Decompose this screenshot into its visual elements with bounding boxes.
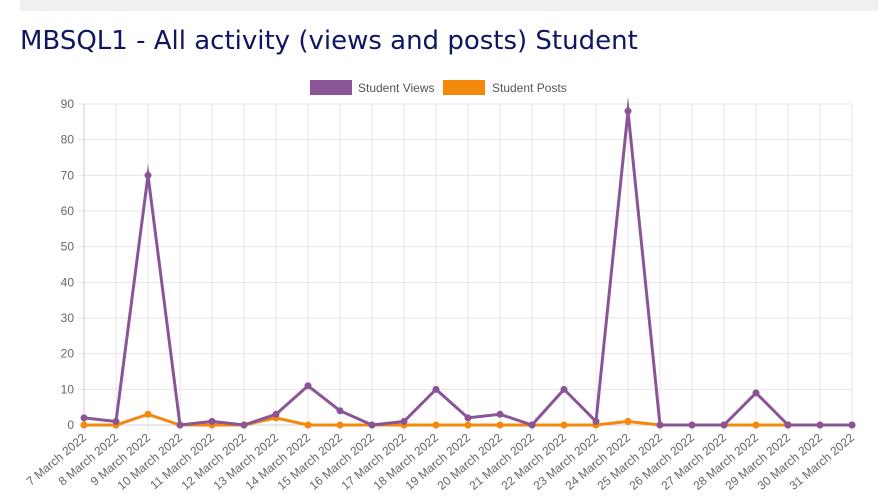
data-point	[240, 421, 248, 429]
data-point	[624, 417, 632, 425]
data-point	[80, 421, 88, 429]
data-point	[752, 421, 760, 429]
data-point	[752, 389, 760, 397]
y-tick-label: 30	[61, 311, 75, 325]
data-point	[80, 414, 88, 422]
data-point	[592, 417, 600, 425]
y-tick-label: 20	[61, 347, 75, 361]
y-tick-label: 50	[61, 240, 75, 254]
data-point	[464, 414, 472, 422]
data-point	[176, 421, 184, 429]
data-point	[272, 410, 280, 418]
y-tick-label: 10	[61, 382, 75, 396]
data-point	[112, 417, 120, 425]
y-tick-label: 70	[61, 168, 75, 182]
data-point	[560, 385, 568, 393]
data-point	[496, 421, 504, 429]
data-point	[624, 107, 632, 115]
data-point	[720, 421, 728, 429]
chart-grid	[78, 103, 853, 431]
legend-item[interactable]: Student Posts	[443, 80, 567, 95]
y-tick-label: 0	[67, 418, 74, 432]
data-point	[400, 417, 408, 425]
y-tick-label: 80	[61, 133, 75, 147]
legend-swatch	[310, 80, 352, 95]
data-point	[144, 171, 152, 179]
data-point	[528, 421, 536, 429]
y-tick-label: 90	[61, 97, 75, 111]
data-point	[784, 421, 792, 429]
data-point	[688, 421, 696, 429]
data-point	[816, 421, 824, 429]
data-point	[304, 421, 312, 429]
data-point	[336, 407, 344, 415]
data-point	[432, 385, 440, 393]
legend-item[interactable]: Student Views	[310, 80, 435, 95]
legend-label: Student Views	[358, 81, 435, 95]
chart-series	[80, 96, 856, 429]
data-point	[368, 421, 376, 429]
data-point	[144, 410, 152, 418]
data-point	[496, 410, 504, 418]
data-point	[560, 421, 568, 429]
top-bar	[20, 0, 878, 11]
data-point	[336, 421, 344, 429]
y-tick-label: 40	[61, 275, 75, 289]
data-point	[432, 421, 440, 429]
data-point	[848, 421, 856, 429]
legend-label: Student Posts	[492, 81, 567, 95]
chart-legend[interactable]: Student Views Student Posts	[310, 80, 567, 95]
y-tick-label: 60	[61, 204, 75, 218]
legend-swatch	[443, 80, 485, 95]
data-point	[656, 421, 664, 429]
series-student-views	[80, 96, 856, 429]
data-point	[304, 382, 312, 390]
data-point	[464, 421, 472, 429]
page-title: MBSQL1 - All activity (views and posts) …	[20, 26, 638, 56]
data-point	[208, 417, 216, 425]
